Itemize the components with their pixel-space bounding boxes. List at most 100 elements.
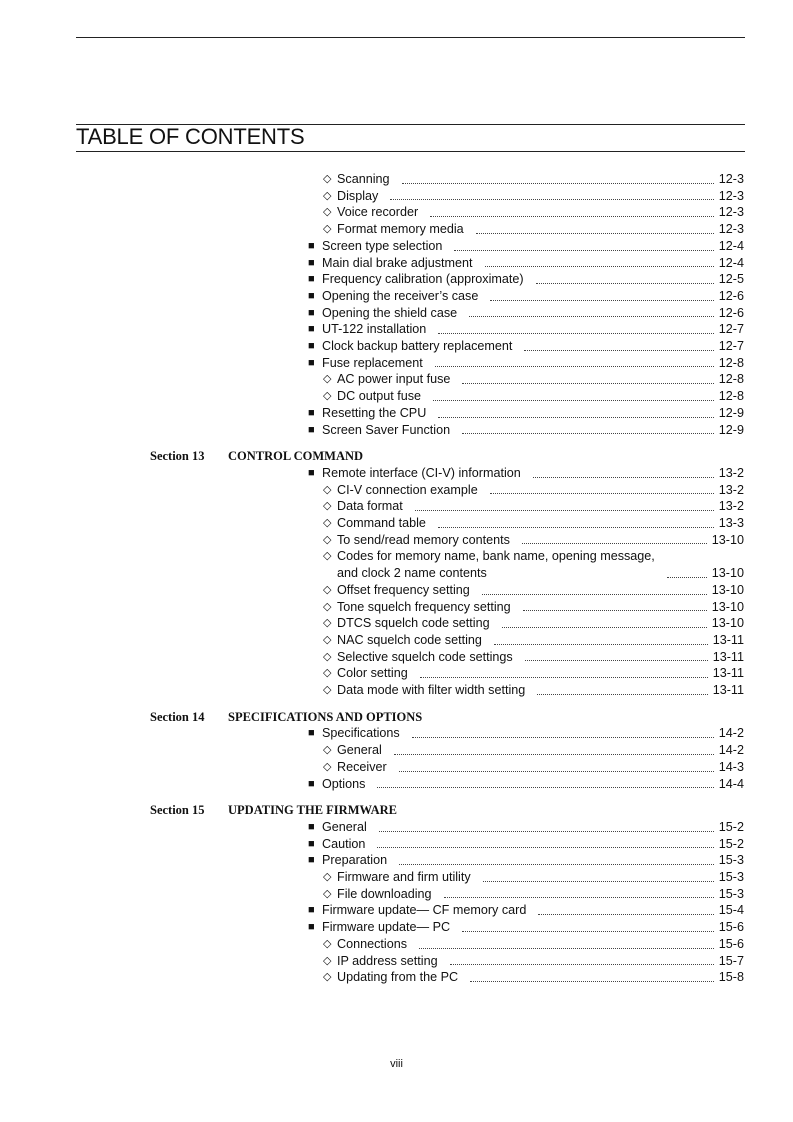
toc-entry: ■ Resetting the CPU 12-9 <box>308 405 744 422</box>
bullet: ◇ <box>323 533 332 546</box>
dot-leader <box>462 930 714 932</box>
toc-entry: ◇ Updating from the PC 15-8 <box>323 969 744 986</box>
entry-text: Tone squelch frequency setting <box>337 599 511 614</box>
toc-entry: ■ Clock backup battery replacement 12-7 <box>308 338 744 355</box>
toc-entry: ■ UT-122 installation 12-7 <box>308 321 744 338</box>
toc-entry: ◇ File downloading 15-3 <box>323 886 744 903</box>
toc-entry: ◇ Tone squelch frequency setting 13-10 <box>323 599 744 616</box>
bullet: ■ <box>308 820 315 833</box>
page-ref: 12-6 <box>718 305 744 320</box>
entry-text: Data mode with filter width setting <box>337 683 526 698</box>
page-ref: 12-8 <box>718 389 744 404</box>
entry-text: Firmware update— CF memory card <box>322 903 527 918</box>
dot-leader <box>469 316 714 318</box>
entry-text: Resetting the CPU <box>322 405 427 420</box>
bullet: ■ <box>308 423 315 436</box>
dot-leader <box>535 282 714 284</box>
dot-leader <box>390 199 714 201</box>
bullet: ◇ <box>323 390 332 403</box>
entry-text: Color setting <box>337 666 408 681</box>
page-ref: 12-7 <box>718 339 744 354</box>
dot-leader <box>443 897 714 899</box>
toc-entry: ■ Screen Saver Function 12-9 <box>308 422 744 439</box>
dot-leader <box>475 232 714 234</box>
toc-entry: ■ Firmware update— CF memory card 15-4 <box>308 902 744 919</box>
dot-leader <box>419 947 714 949</box>
dot-leader <box>411 737 714 739</box>
page-ref: 13-11 <box>712 632 744 647</box>
bullet: ■ <box>308 406 315 419</box>
toc-entry: ◇ IP address setting 15-7 <box>323 953 744 970</box>
entry-text: Remote interface (CI-V) information <box>322 465 521 480</box>
entry-text: DTCS squelch code setting <box>337 616 490 631</box>
page-ref: 12-8 <box>718 355 744 370</box>
dot-leader <box>398 770 714 772</box>
page-ref: 12-9 <box>718 405 744 420</box>
dot-leader <box>449 964 714 966</box>
page-ref: 15-7 <box>718 953 744 968</box>
entry-text: Receiver <box>337 759 387 774</box>
bullet: ◇ <box>323 744 332 757</box>
dot-leader <box>434 366 714 368</box>
entry-text: DC output fuse <box>337 389 422 404</box>
bullet: ■ <box>308 854 315 867</box>
toc-entry: ■ Specifications 14-2 <box>308 725 744 742</box>
page-ref: 15-4 <box>718 903 744 918</box>
entry-text: CI-V connection example <box>337 482 478 497</box>
entry-text: Connections <box>337 936 408 951</box>
toc-entry: ◇ Data mode with filter width setting 13-1… <box>323 682 744 699</box>
page-ref: 13-11 <box>712 666 744 681</box>
dot-leader <box>666 576 707 578</box>
entry-text: Format memory media <box>337 222 464 237</box>
entry-text: General <box>337 743 382 758</box>
bullet: ■ <box>308 727 315 740</box>
page-ref: 15-3 <box>718 870 744 885</box>
entry-text: Codes for memory name, bank name, openin… <box>337 549 655 581</box>
entry-text: Preparation <box>322 853 388 868</box>
page-ref: 13-10 <box>711 566 744 581</box>
page-ref: 13-2 <box>718 465 744 480</box>
entry-text: Updating from the PC <box>337 970 459 985</box>
toc-entry: ■ Main dial brake adjustment 12-4 <box>308 255 744 272</box>
toc-entry: ◇ General 14-2 <box>323 742 744 759</box>
dot-leader <box>378 830 714 832</box>
dot-leader <box>414 510 714 512</box>
bullet: ◇ <box>323 206 332 219</box>
toc-entry: ◇ Scanning 12-3 <box>323 171 744 188</box>
entry-text: IP address setting <box>337 953 438 968</box>
bullet: ◇ <box>323 667 332 680</box>
toc-entry: ■ Opening the receiver’s case 12-6 <box>308 288 744 305</box>
bullet: ■ <box>308 904 315 917</box>
dot-leader <box>537 693 708 695</box>
page-ref: 12-8 <box>718 372 744 387</box>
section-label: Section 15 <box>150 803 205 818</box>
page-ref: 13-11 <box>712 683 744 698</box>
page-ref: 12-4 <box>718 238 744 253</box>
toc-group: Section 15 UPDATING THE FIRMWARE ■ General 1… <box>0 802 793 986</box>
page-ref: 12-4 <box>718 255 744 270</box>
toc-entry: ◇ Format memory media 12-3 <box>323 221 744 238</box>
bullet: ◇ <box>323 500 332 513</box>
toc-entry: ◇ Firmware and firm utility 15-3 <box>323 869 744 886</box>
entry-text: Frequency calibration (approximate) <box>322 272 524 287</box>
toc-entry: ■ General 15-2 <box>308 819 744 836</box>
entry-text: Command table <box>337 516 426 531</box>
dot-leader <box>484 266 714 268</box>
page-ref: 13-11 <box>712 649 744 664</box>
entry-text: Data format <box>337 499 403 514</box>
section-row: Section 14 SPECIFICATIONS AND OPTIONS <box>0 709 793 726</box>
toc-entry: ■ Remote interface (CI-V) information 13-2 <box>308 465 744 482</box>
dot-leader <box>524 660 708 662</box>
dot-leader <box>490 299 714 301</box>
bullet: ◇ <box>323 223 332 236</box>
bullet: ◇ <box>323 937 332 950</box>
page-ref: 14-4 <box>718 776 744 791</box>
entry-text: AC power input fuse <box>337 372 451 387</box>
page-ref: 13-10 <box>711 532 744 547</box>
bullet: ■ <box>308 273 315 286</box>
page-ref: 15-6 <box>718 920 744 935</box>
toc-entry: ◇ NAC squelch code setting 13-11 <box>323 632 744 649</box>
page-number: viii <box>390 1058 403 1070</box>
bullet: ◇ <box>323 887 332 900</box>
